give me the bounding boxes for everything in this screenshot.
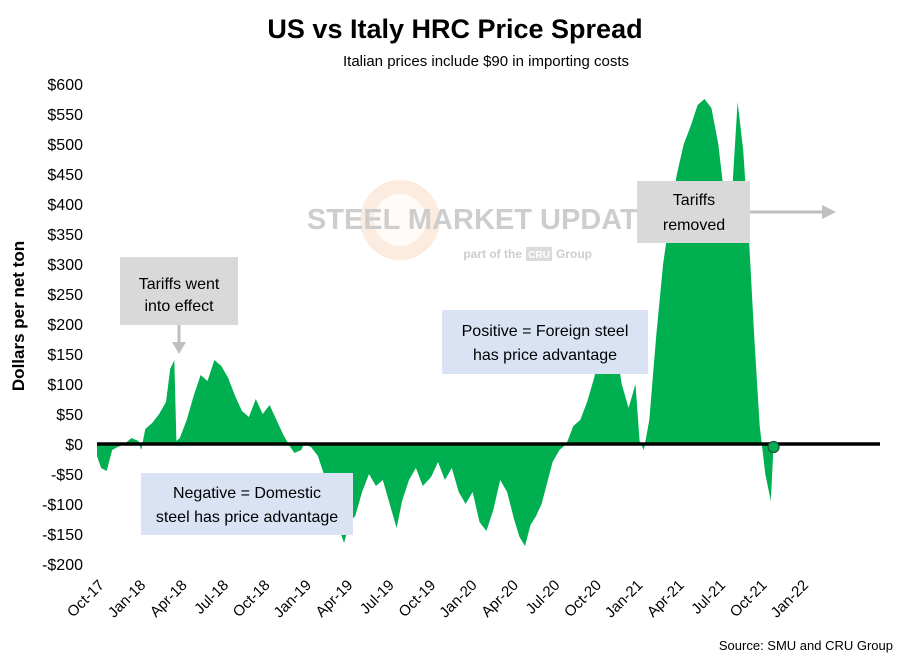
annotation-positive-box [442,310,648,374]
x-tick-label: Apr-21 [644,577,688,621]
y-tick-label: $600 [47,77,83,94]
x-tick-label: Oct-21 [727,577,771,621]
y-tick-label: $200 [47,317,83,334]
annotation-tariffs-removed-arrowhead [822,205,836,219]
annotation-tariffs-effect-line1: Tariffs went [139,276,220,293]
x-tick-label: Jul-19 [357,577,398,618]
x-tick-label: Jan-20 [436,577,480,621]
y-tick-label: -$100 [42,497,83,514]
x-tick-label: Oct-18 [230,577,274,621]
x-tick-label: Apr-19 [312,577,356,621]
y-tick-label: $250 [47,287,83,304]
annotation-tariffs-effect-arrowhead [172,342,186,354]
annotation-positive-line2: has price advantage [473,347,617,364]
annotation-tariffs-removed-line1: Tariffs [673,192,715,209]
annotation-tariffs-effect-line2: into effect [144,298,214,315]
y-axis-ticks: $600 $550 $500 $450 $400 $350 $300 $250 $200 $150… [42,77,83,574]
end-point-marker [767,440,780,454]
watermark-logo-inner [374,194,426,246]
y-tick-label: $100 [47,377,83,394]
x-tick-label: Jan-22 [768,577,812,621]
y-tick-label: $400 [47,197,83,214]
series-area [97,99,774,546]
watermark-cru-badge [526,247,552,261]
x-tick-label: Oct-17 [64,577,108,621]
x-tick-label: Apr-20 [478,577,522,621]
x-tick-label: Jul-18 [191,577,232,618]
annotation-negative: Negative = Domestic steel has price adva… [141,473,353,535]
watermark-tagline-suffix: Group [556,247,592,261]
annotation-tariffs-removed: Tariffs removed [637,181,836,243]
y-tick-label: $500 [47,137,83,154]
annotation-tariffs-effect-box [120,257,238,325]
x-tick-label: Oct-20 [561,577,605,621]
chart-subtitle: Italian prices include $90 in importing … [343,53,629,70]
x-tick-label: Oct-19 [395,577,439,621]
y-tick-label: $350 [47,227,83,244]
steel-market-update-watermark: STEEL MARKET UPDATE part of the CRU Grou… [307,180,657,261]
y-tick-label: $150 [47,347,83,364]
x-tick-label: Jan-21 [602,577,646,621]
x-tick-label: Jul-21 [688,577,729,618]
annotation-tariffs-removed-box [637,181,750,243]
watermark-brand: STEEL MARKET UPDATE [307,204,657,236]
y-tick-label: -$150 [42,527,83,544]
y-tick-label: $300 [47,257,83,274]
annotation-negative-box [141,473,353,535]
x-tick-label: Jan-18 [105,577,149,621]
annotation-positive: Positive = Foreign steel has price advan… [442,310,648,374]
source-note: Source: SMU and CRU Group [719,638,893,653]
x-tick-label: Apr-18 [147,577,191,621]
x-tick-label: Jan-19 [270,577,314,621]
annotation-positive-line1: Positive = Foreign steel [462,323,629,340]
x-tick-label: Jul-20 [523,577,564,618]
annotation-tariffs-removed-line2: removed [663,217,725,234]
watermark-cru-text: CRU [528,250,550,261]
y-tick-label: $0 [65,437,83,454]
chart-title: US vs Italy HRC Price Spread [267,14,642,44]
y-tick-label: -$200 [42,557,83,574]
watermark-tagline-prefix: part of the [463,247,522,261]
y-tick-label: $50 [56,407,83,424]
annotation-negative-line1: Negative = Domestic [173,485,321,502]
annotation-tariffs-effect: Tariffs went into effect [120,257,238,354]
y-tick-label: $450 [47,167,83,184]
y-tick-label: -$50 [51,467,83,484]
annotation-negative-line2: steel has price advantage [156,509,338,526]
y-axis-label: Dollars per net ton [9,241,28,391]
watermark-logo-circle [360,180,440,260]
y-tick-label: $550 [47,107,83,124]
